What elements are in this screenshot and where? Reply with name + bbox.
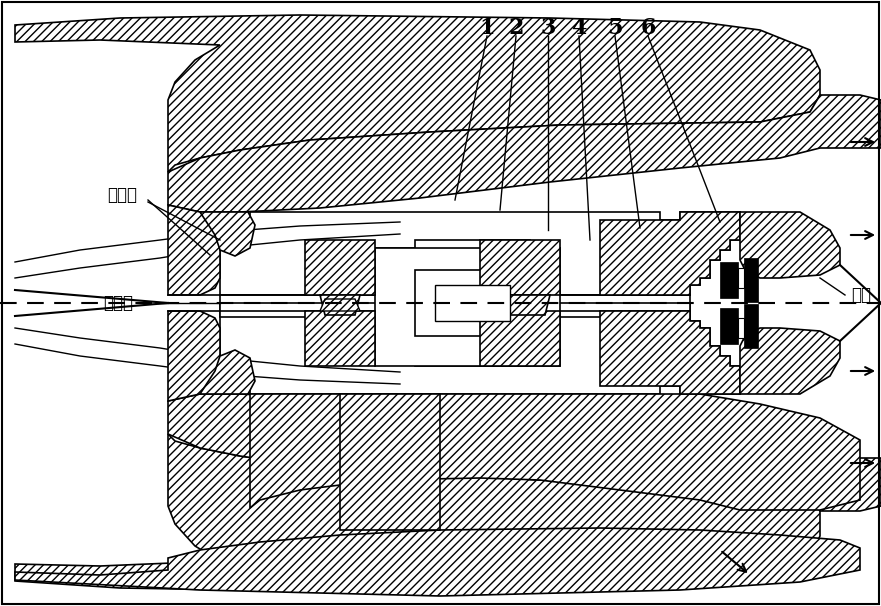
- Text: 3: 3: [540, 17, 556, 39]
- Text: 2: 2: [508, 17, 523, 39]
- Polygon shape: [168, 394, 881, 511]
- Polygon shape: [375, 248, 560, 366]
- Polygon shape: [740, 328, 840, 394]
- Bar: [220, 295, 690, 311]
- Polygon shape: [15, 434, 820, 591]
- Polygon shape: [250, 394, 860, 510]
- Polygon shape: [600, 212, 740, 295]
- Bar: [220, 303, 690, 317]
- Text: 5: 5: [607, 17, 623, 39]
- Text: 喷口: 喷口: [851, 286, 871, 304]
- Polygon shape: [320, 295, 360, 315]
- Bar: [720, 308, 738, 344]
- Polygon shape: [740, 212, 840, 278]
- Polygon shape: [200, 212, 255, 256]
- Polygon shape: [320, 299, 360, 311]
- Polygon shape: [600, 311, 740, 394]
- Polygon shape: [15, 528, 860, 596]
- Bar: [435, 285, 510, 321]
- Polygon shape: [15, 15, 820, 172]
- Polygon shape: [220, 212, 740, 295]
- Bar: [738, 318, 744, 338]
- Polygon shape: [168, 205, 220, 295]
- Polygon shape: [200, 350, 255, 394]
- Polygon shape: [305, 311, 375, 366]
- Polygon shape: [375, 240, 560, 256]
- Polygon shape: [340, 394, 440, 530]
- Bar: [738, 268, 744, 288]
- Polygon shape: [375, 350, 560, 366]
- Polygon shape: [220, 311, 740, 394]
- Polygon shape: [168, 311, 220, 401]
- Bar: [744, 304, 758, 348]
- Polygon shape: [480, 311, 560, 366]
- Bar: [415, 270, 530, 336]
- Text: 6: 6: [640, 17, 655, 39]
- Polygon shape: [305, 240, 375, 295]
- Polygon shape: [480, 240, 560, 295]
- Polygon shape: [490, 295, 550, 315]
- Polygon shape: [168, 95, 881, 212]
- Bar: [744, 258, 758, 302]
- Text: 4: 4: [571, 17, 587, 39]
- Text: 1: 1: [479, 17, 495, 39]
- Text: 压气机: 压气机: [107, 186, 137, 204]
- Bar: [720, 262, 738, 298]
- Text: 低压轴: 低压轴: [103, 294, 133, 312]
